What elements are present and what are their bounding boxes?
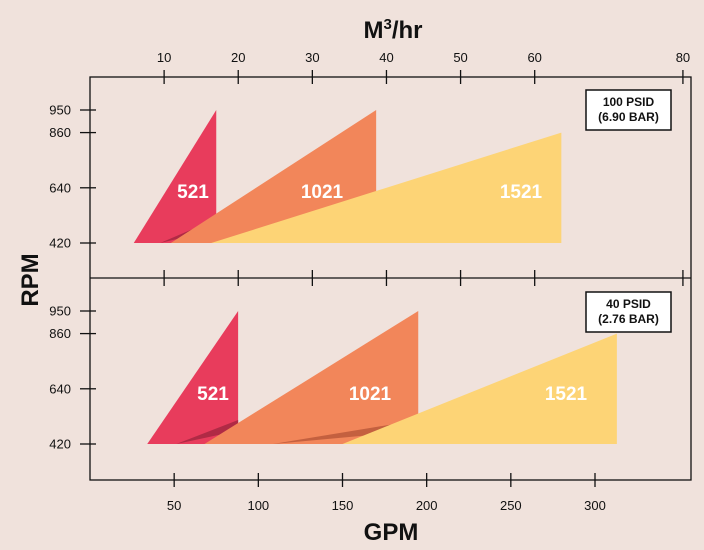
x-bottom-tick-label: 250	[500, 498, 522, 513]
x-top-tick-label: 10	[157, 50, 171, 65]
x-top-tick-label: 40	[379, 50, 393, 65]
x-top-tick-label: 80	[676, 50, 690, 65]
x-top-tick-label: 60	[527, 50, 541, 65]
y-tick-label: 950	[49, 103, 71, 118]
condition-pressure-bar: (6.90 BAR)	[598, 110, 659, 124]
area-1021	[204, 311, 419, 444]
series-label-521: 521	[177, 182, 209, 203]
series-label-521: 521	[197, 384, 229, 405]
axes: 950 950 860 860 640 640 420 420 10 20 30 40 50 60 80 50…	[49, 50, 690, 513]
area-521	[147, 311, 239, 444]
y-tick-label: 420	[49, 236, 71, 251]
y-axis-title: RPM	[17, 253, 44, 306]
x-top-tick-label: 20	[231, 50, 245, 65]
condition-pressure-psid: 40 PSID	[606, 297, 651, 311]
x-bottom-tick-label: 300	[584, 498, 606, 513]
x-bottom-tick-label: 50	[167, 498, 181, 513]
x-bottom-tick-label: 100	[247, 498, 269, 513]
series-label-1021: 1021	[301, 182, 344, 203]
area-1521	[342, 333, 617, 444]
x-bottom-tick-label: 200	[416, 498, 438, 513]
series-label-1021: 1021	[349, 384, 392, 405]
condition-box	[585, 291, 672, 333]
y-tick-label: 640	[49, 381, 71, 396]
condition-box	[585, 89, 672, 131]
series-label-1521: 1521	[545, 384, 588, 405]
area-shade-521	[176, 420, 239, 444]
area-521	[133, 110, 217, 243]
area-shade-1021	[272, 420, 419, 444]
area-shade-521	[160, 219, 217, 243]
area-1521	[211, 132, 562, 243]
condition-pressure-psid: 100 PSID	[603, 95, 655, 109]
x-bottom-axis-title: GPM	[364, 519, 419, 546]
x-top-tick-label: 30	[305, 50, 319, 65]
chart-marks: 521 1021 1521 521 1021 1521	[133, 110, 617, 444]
x-top-axis-title: M3/hr	[363, 16, 422, 44]
y-tick-label: 860	[49, 326, 71, 341]
series-label-1521: 1521	[500, 182, 543, 203]
y-tick-label: 420	[49, 437, 71, 452]
y-tick-label: 640	[49, 180, 71, 195]
y-tick-label: 950	[49, 304, 71, 319]
condition-pressure-bar: (2.76 BAR)	[598, 312, 659, 326]
y-tick-label: 860	[49, 125, 71, 140]
x-bottom-tick-label: 150	[332, 498, 354, 513]
x-top-tick-label: 50	[453, 50, 467, 65]
